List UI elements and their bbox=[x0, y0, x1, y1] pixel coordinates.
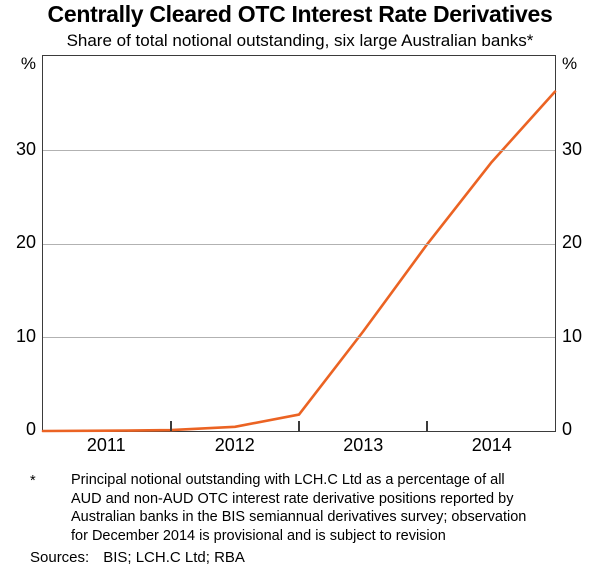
x-axis-label-2011: 2011 bbox=[86, 435, 126, 455]
gridline-10 bbox=[43, 337, 555, 339]
y-axis-label-right-0: 0 bbox=[562, 419, 573, 439]
x-axis-tick-0 bbox=[170, 421, 172, 431]
y-axis-label-left-30: 30 bbox=[15, 138, 36, 159]
series-line bbox=[41, 90, 557, 433]
y-axis-label-right-10: 10 bbox=[562, 325, 583, 346]
gridline-30 bbox=[43, 149, 555, 151]
x-axis-label-2012: 2012 bbox=[214, 435, 255, 455]
chart-title: Centrally Cleared OTC Interest Rate Deri… bbox=[47, 1, 553, 27]
y-axis-label-left-10: 10 bbox=[15, 325, 36, 346]
sources-value: BIS; LCH.C Ltd; RBA bbox=[103, 549, 245, 566]
y-axis-label-right-30: 30 bbox=[562, 138, 583, 159]
footnote-line-2: AUD and non-AUD OTC interest rate deriva… bbox=[71, 490, 514, 507]
plot-area bbox=[41, 55, 557, 433]
footnote-line-3: Australian banks in the BIS semiannual d… bbox=[71, 509, 527, 526]
chart-subtitle: Share of total notional outstanding, six… bbox=[66, 31, 534, 50]
sources-label: Sources: bbox=[30, 549, 90, 566]
y-axis-unit-left: % bbox=[20, 54, 36, 73]
x-axis-label-2014: 2014 bbox=[471, 435, 512, 455]
footnote-line-1: Principal notional outstanding with LCH.… bbox=[71, 472, 505, 488]
y-axis-label-right-20: 20 bbox=[562, 232, 583, 252]
footnote-line-4: for December 2014 is provisional and is … bbox=[71, 527, 446, 544]
x-axis-tick-1 bbox=[298, 421, 300, 431]
sources-line: Sources: BIS; LCH.C Ltd; RBA bbox=[30, 549, 245, 566]
footnote: Principal notional outstanding with LCH.… bbox=[71, 471, 576, 545]
x-axis-label-2013: 2013 bbox=[343, 435, 384, 455]
y-axis-label-left-20: 20 bbox=[15, 232, 36, 252]
x-axis-tick-2 bbox=[426, 421, 428, 431]
gridline-20 bbox=[43, 243, 555, 245]
y-axis-unit-right: % bbox=[562, 54, 578, 73]
series-polyline bbox=[41, 90, 557, 433]
footnote-marker: * bbox=[30, 473, 36, 489]
y-axis-label-left-0: 0 bbox=[25, 419, 36, 439]
